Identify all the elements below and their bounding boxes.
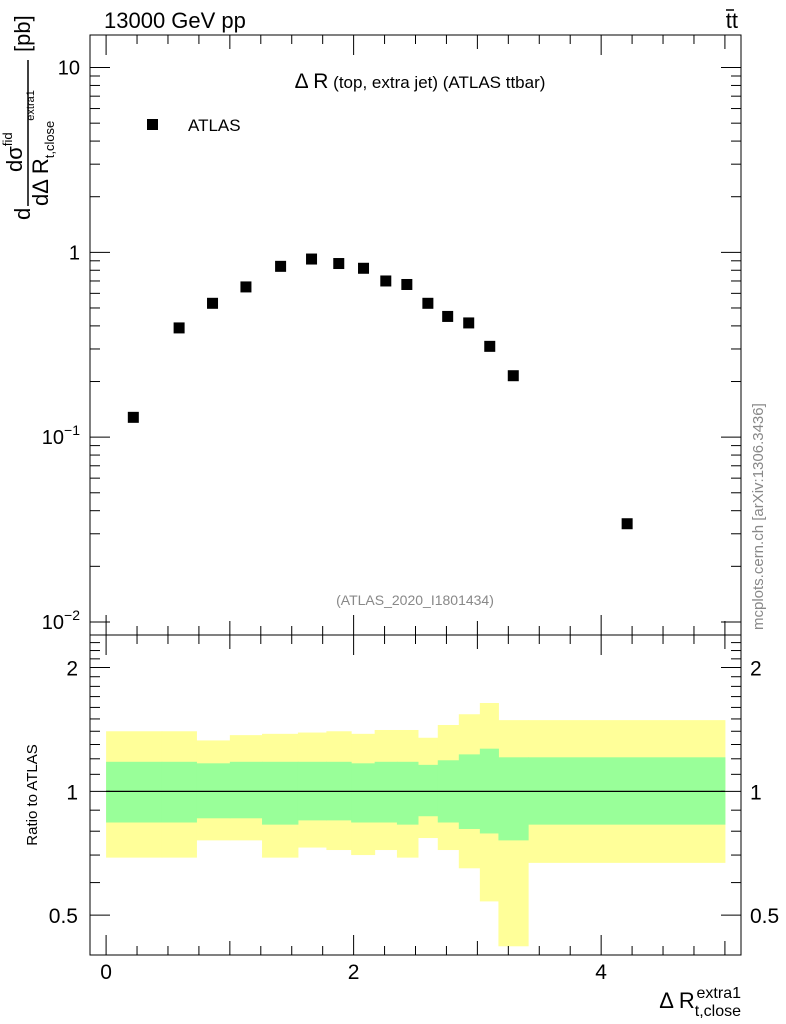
main-ylabel-outer-d: d [10, 208, 35, 220]
ratio-ylabel: Ratio to ATLAS [24, 744, 41, 845]
ratio-ytick-label-left: 0.5 [49, 905, 78, 928]
ratio-xtick-label: 0 [100, 961, 112, 984]
main-ylabel-sigma: σ [2, 146, 27, 160]
main-ytick-label-base: 1 [69, 242, 80, 264]
main-ylabel-unit: [pb] [10, 15, 35, 52]
main-ylabel-den-sub: t,close [42, 121, 57, 159]
data-point [358, 262, 370, 274]
data-point [484, 340, 496, 352]
stat-uncertainty-band [229, 761, 263, 819]
main-ylabel-fid: fid [0, 132, 15, 146]
data-point [401, 278, 413, 290]
main-ylabel-denominator: dΔ Rt,close extra1 [25, 90, 57, 206]
stat-uncertainty-band [262, 761, 299, 825]
main-ylabel: d dσfid dΔ Rt,closeextra1 [pb] [0, 15, 57, 220]
main-points [127, 253, 633, 530]
ratio-xtick-label: 4 [595, 961, 607, 984]
ratio-ytick-label-right: 2 [750, 658, 762, 681]
main-ylabel-numerator: dσfid [0, 132, 27, 172]
energy-label: 13000 GeV pp [104, 8, 246, 33]
stat-uncertainty-band [396, 761, 419, 825]
stat-uncertainty-band [351, 763, 376, 823]
stat-uncertainty-band [417, 764, 439, 817]
main-ytick-label-exp: −2 [64, 607, 80, 623]
ratio-xlabel-main: Δ R [659, 988, 694, 1013]
main-ytick-label-base: 10 [42, 427, 64, 449]
main-ylabel-den-sup: extra1 [25, 90, 37, 121]
main-ylabel-den-d: dΔ R [28, 158, 53, 206]
data-point [173, 322, 185, 334]
stat-uncertainty-band [498, 757, 529, 841]
data-point [507, 370, 519, 382]
main-ytick-label: 1 [69, 242, 80, 264]
data-point [127, 411, 139, 423]
legend-marker [147, 119, 158, 130]
main-title: Δ R (top, extra jet) (ATLAS ttbar) [295, 70, 546, 93]
data-point [333, 258, 345, 270]
process-label: tt [726, 8, 738, 33]
data-point [442, 310, 454, 322]
stat-uncertainty-band [161, 761, 197, 823]
main-ylabel-num-d: d [2, 160, 27, 172]
ratio-panel: 0.5 0.51 12 20 2 4 Ratio to ATLAS Δ Rt,close … [24, 634, 779, 1020]
ratio-xlabel-sup: extra1 [697, 985, 742, 1002]
ratio-bands [106, 703, 726, 947]
legend-label: ATLAS [188, 116, 241, 135]
data-point [621, 518, 633, 530]
ratio-xtick-label: 2 [348, 961, 360, 984]
main-ytick-label-base: 10 [42, 612, 64, 634]
stat-uncertainty-band [374, 761, 398, 823]
ratio-xlabel-sub: t,close [695, 1003, 741, 1020]
ratio-ytick-label-left: 2 [66, 658, 78, 681]
main-ytick-label: 10−2 [42, 607, 80, 634]
data-point [463, 317, 475, 329]
data-point [422, 297, 434, 309]
ratio-ytick-label-right: 0.5 [750, 905, 779, 928]
main-ytick-label-exp: −1 [64, 422, 80, 438]
ratio-xlabel: Δ Rt,close [659, 988, 741, 1020]
data-point [306, 253, 318, 265]
watermark: mcplots.cern.ch [arXiv:1306.3436] [750, 403, 767, 630]
data-point [380, 275, 392, 287]
ratio-ticks: 0.5 0.5 1 1 2 2 0 2 4 [49, 635, 779, 984]
ratio-ytick-label-right: 1 [750, 781, 762, 804]
process-label-tbar: t [732, 8, 738, 33]
data-point [240, 281, 252, 293]
main-title-rest: (top, extra jet) (ATLAS ttbar) [328, 73, 545, 92]
stat-uncertainty-band [106, 761, 163, 823]
main-title-prefix: Δ R [295, 70, 329, 93]
ratio-ytick-label-left: 1 [66, 781, 78, 804]
data-point [207, 297, 219, 309]
data-point [275, 260, 287, 272]
main-ytick-label: 10 [58, 58, 80, 80]
process-label-t: t [726, 8, 732, 33]
analysis-id: (ATLAS_2020_I1801434) [336, 592, 494, 608]
main-ytick-label: 10−1 [42, 422, 80, 449]
main-ytick-label-base: 10 [58, 58, 80, 80]
